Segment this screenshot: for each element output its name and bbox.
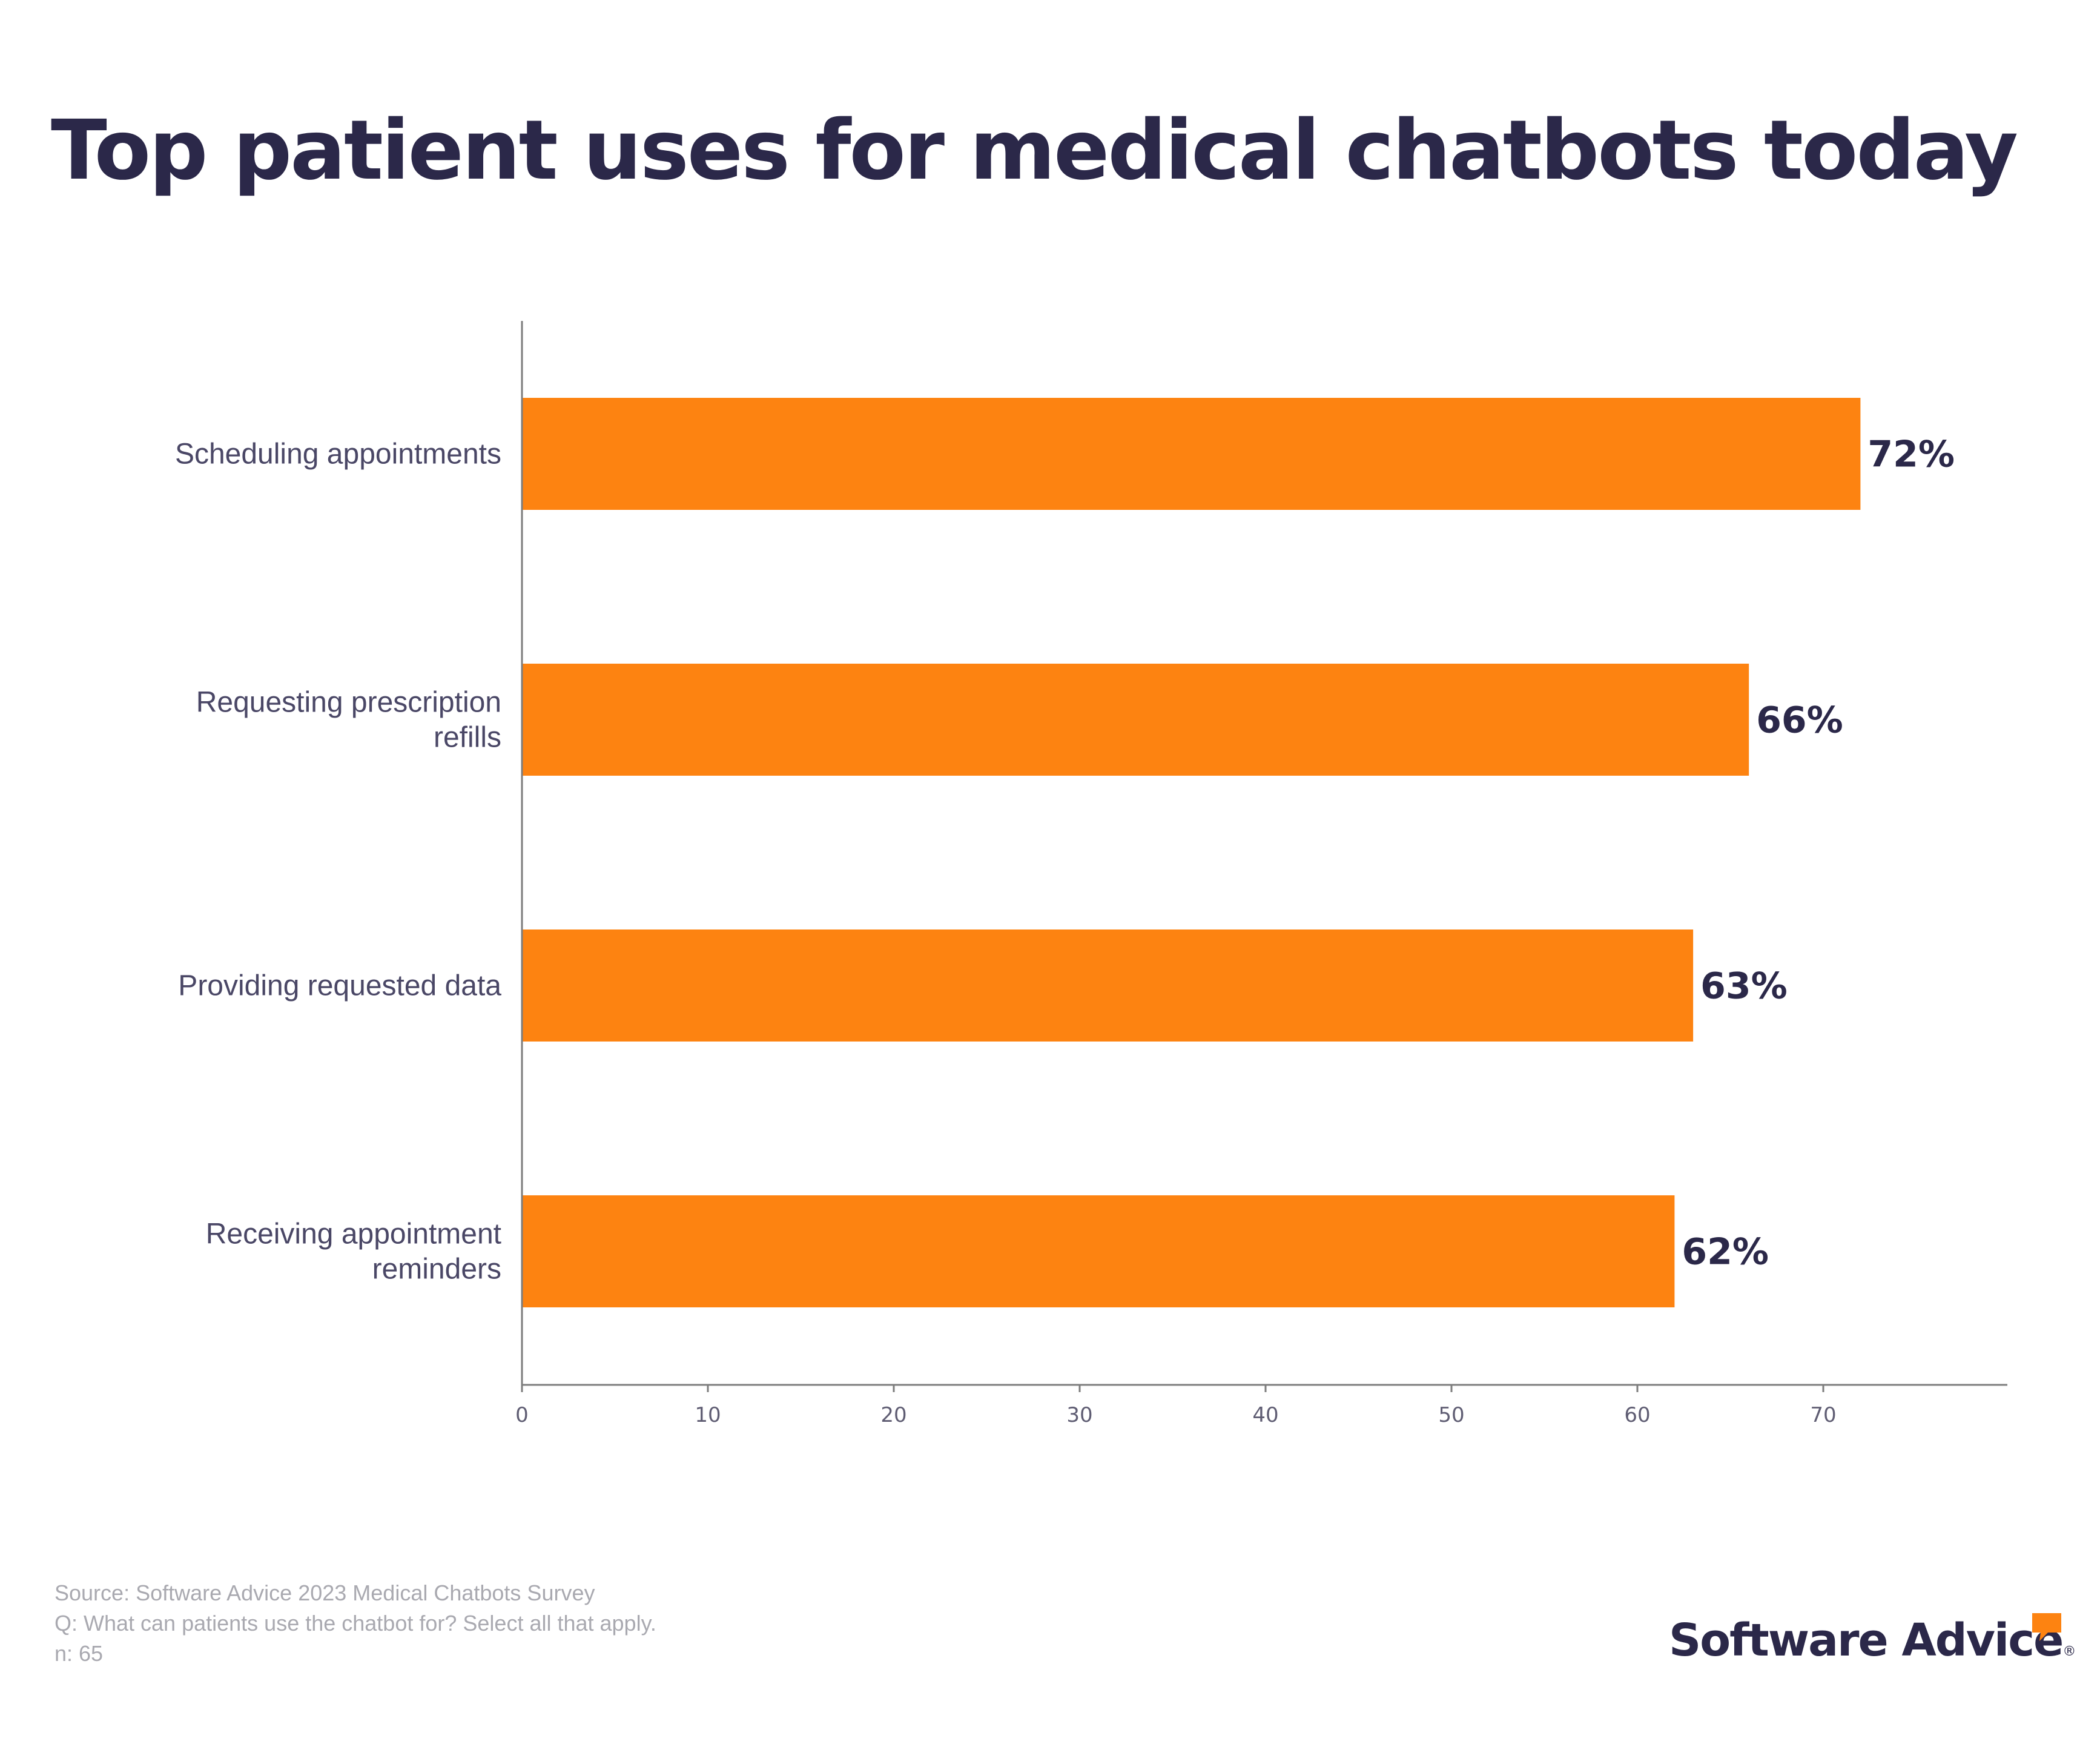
value-label-1: 66% (1756, 699, 1843, 742)
x-tick-label-6: 60 (1624, 1403, 1650, 1427)
x-tick-label-5: 50 (1438, 1403, 1464, 1427)
category-label-2: Providing requested data (178, 970, 501, 1002)
category-label-line: reminders (372, 1253, 501, 1286)
category-label-line: Requesting prescription (196, 687, 501, 719)
category-label-0: Scheduling appointments (175, 438, 501, 471)
chart-title: Top patient uses for medical chatbots to… (51, 103, 2018, 199)
x-tick-label-3: 30 (1066, 1403, 1092, 1427)
chart-footer: Source: Software Advice 2023 Medical Cha… (54, 1578, 656, 1669)
survey-question: Q: What can patients use the chatbot for… (54, 1611, 656, 1636)
bar-3 (522, 1195, 1675, 1307)
x-tick-label-2: 20 (880, 1403, 906, 1427)
sample-size: n: 65 (54, 1641, 104, 1666)
x-tick-label-0: 0 (515, 1403, 529, 1427)
source-note: Source: Software Advice 2023 Medical Cha… (54, 1580, 595, 1605)
x-tick-label-1: 10 (695, 1403, 721, 1427)
bar-1 (522, 664, 1749, 776)
category-label-line: refills (434, 722, 501, 754)
bar-2 (522, 929, 1694, 1042)
category-label-line: Providing requested data (178, 970, 501, 1002)
value-label-2: 63% (1700, 965, 1788, 1008)
bar-0 (522, 398, 1861, 510)
category-label-1: Requesting prescription refills (196, 687, 501, 754)
x-tick-label-4: 40 (1252, 1403, 1278, 1427)
logo-text: Software Advice (1669, 1614, 2064, 1666)
software-advice-logo: Software Advice® (1669, 1611, 2076, 1677)
category-label-line: Scheduling appointments (175, 438, 501, 471)
bars-group: 72% Scheduling appointments 66% Requesting … (175, 398, 1955, 1307)
axes-group: 0 10 20 30 40 50 60 70 (515, 321, 2007, 1427)
registered-mark: ® (2062, 1644, 2076, 1659)
value-label-0: 72% (1867, 434, 1955, 476)
logo-wordmark: Software Advice® (1669, 1614, 2076, 1666)
value-label-3: 62% (1682, 1231, 1769, 1273)
x-tick-label-7: 70 (1810, 1403, 1836, 1427)
bar-chart: 72% Scheduling appointments 66% Requesting … (175, 321, 2007, 1427)
category-label-line: Receiving appointment (206, 1218, 501, 1250)
category-label-3: Receiving appointment reminders (206, 1218, 501, 1286)
chat-bubble-icon (2032, 1613, 2061, 1641)
